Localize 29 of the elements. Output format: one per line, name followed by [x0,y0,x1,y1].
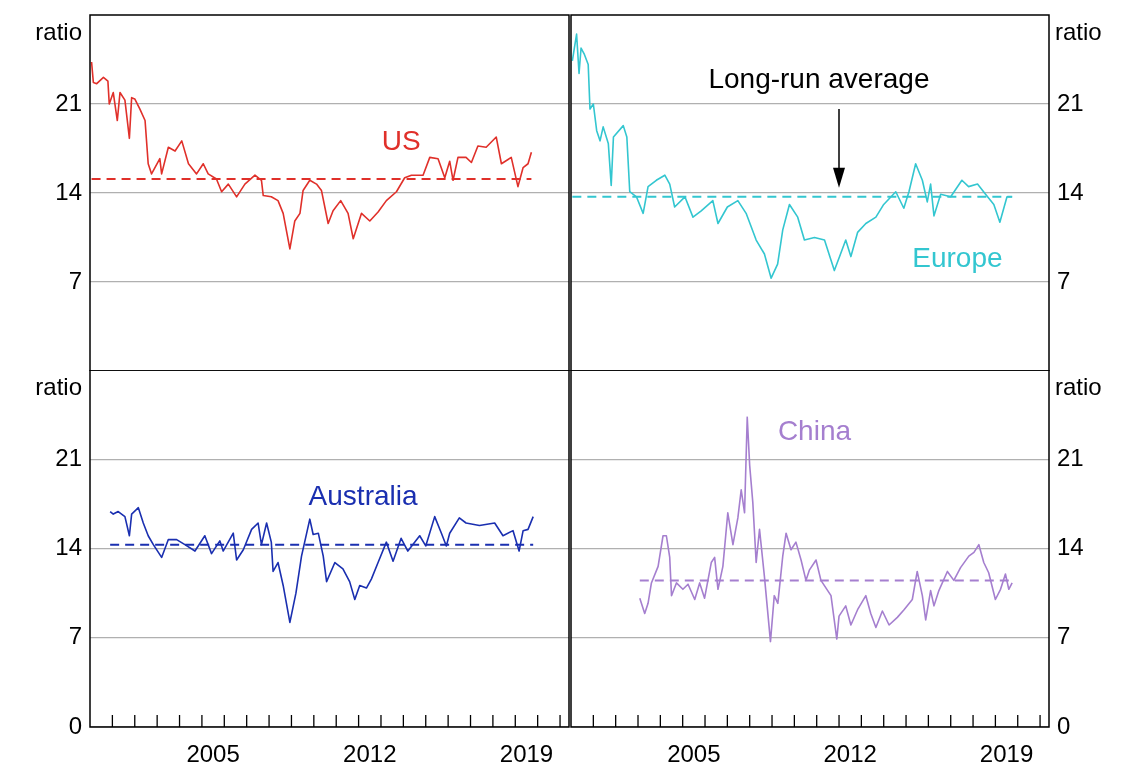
y-tick-label: 14 [55,533,82,561]
y-tick-label: 7 [68,622,82,650]
y-tick-label: 14 [1057,533,1084,561]
series-label: US [381,124,421,156]
x-tick-label: 2012 [343,740,397,768]
y-tick-label: 7 [68,266,82,294]
y-tick-label: 21 [1057,88,1084,116]
y-tick-label: 14 [55,177,82,205]
y-tick-label: 7 [1057,266,1071,294]
y-tick-label: 21 [55,88,82,116]
y-tick-label: 21 [55,443,82,471]
y-axis-title: ratio [1055,17,1102,45]
y-axis-title: ratio [35,372,82,400]
x-tick-label: 2019 [979,740,1034,768]
series-label: China [777,415,852,447]
y-axis-title: ratio [35,17,82,45]
y-tick-label: 0 [1057,711,1071,739]
x-tick-label: 2005 [186,740,240,768]
x-tick-label: 2005 [667,740,721,768]
y-axis-title: ratio [1055,372,1102,400]
y-tick-label: 14 [1057,177,1084,205]
annotation: Long-run average [708,62,930,94]
series-label: Australia [308,480,418,512]
y-tick-label: 7 [1057,622,1071,650]
x-tick-label: 2012 [823,740,877,768]
y-tick-label: 0 [68,711,82,739]
y-tick-label: 21 [1057,443,1084,471]
series-label: Europe [912,241,1003,273]
x-tick-label: 2019 [499,740,554,768]
